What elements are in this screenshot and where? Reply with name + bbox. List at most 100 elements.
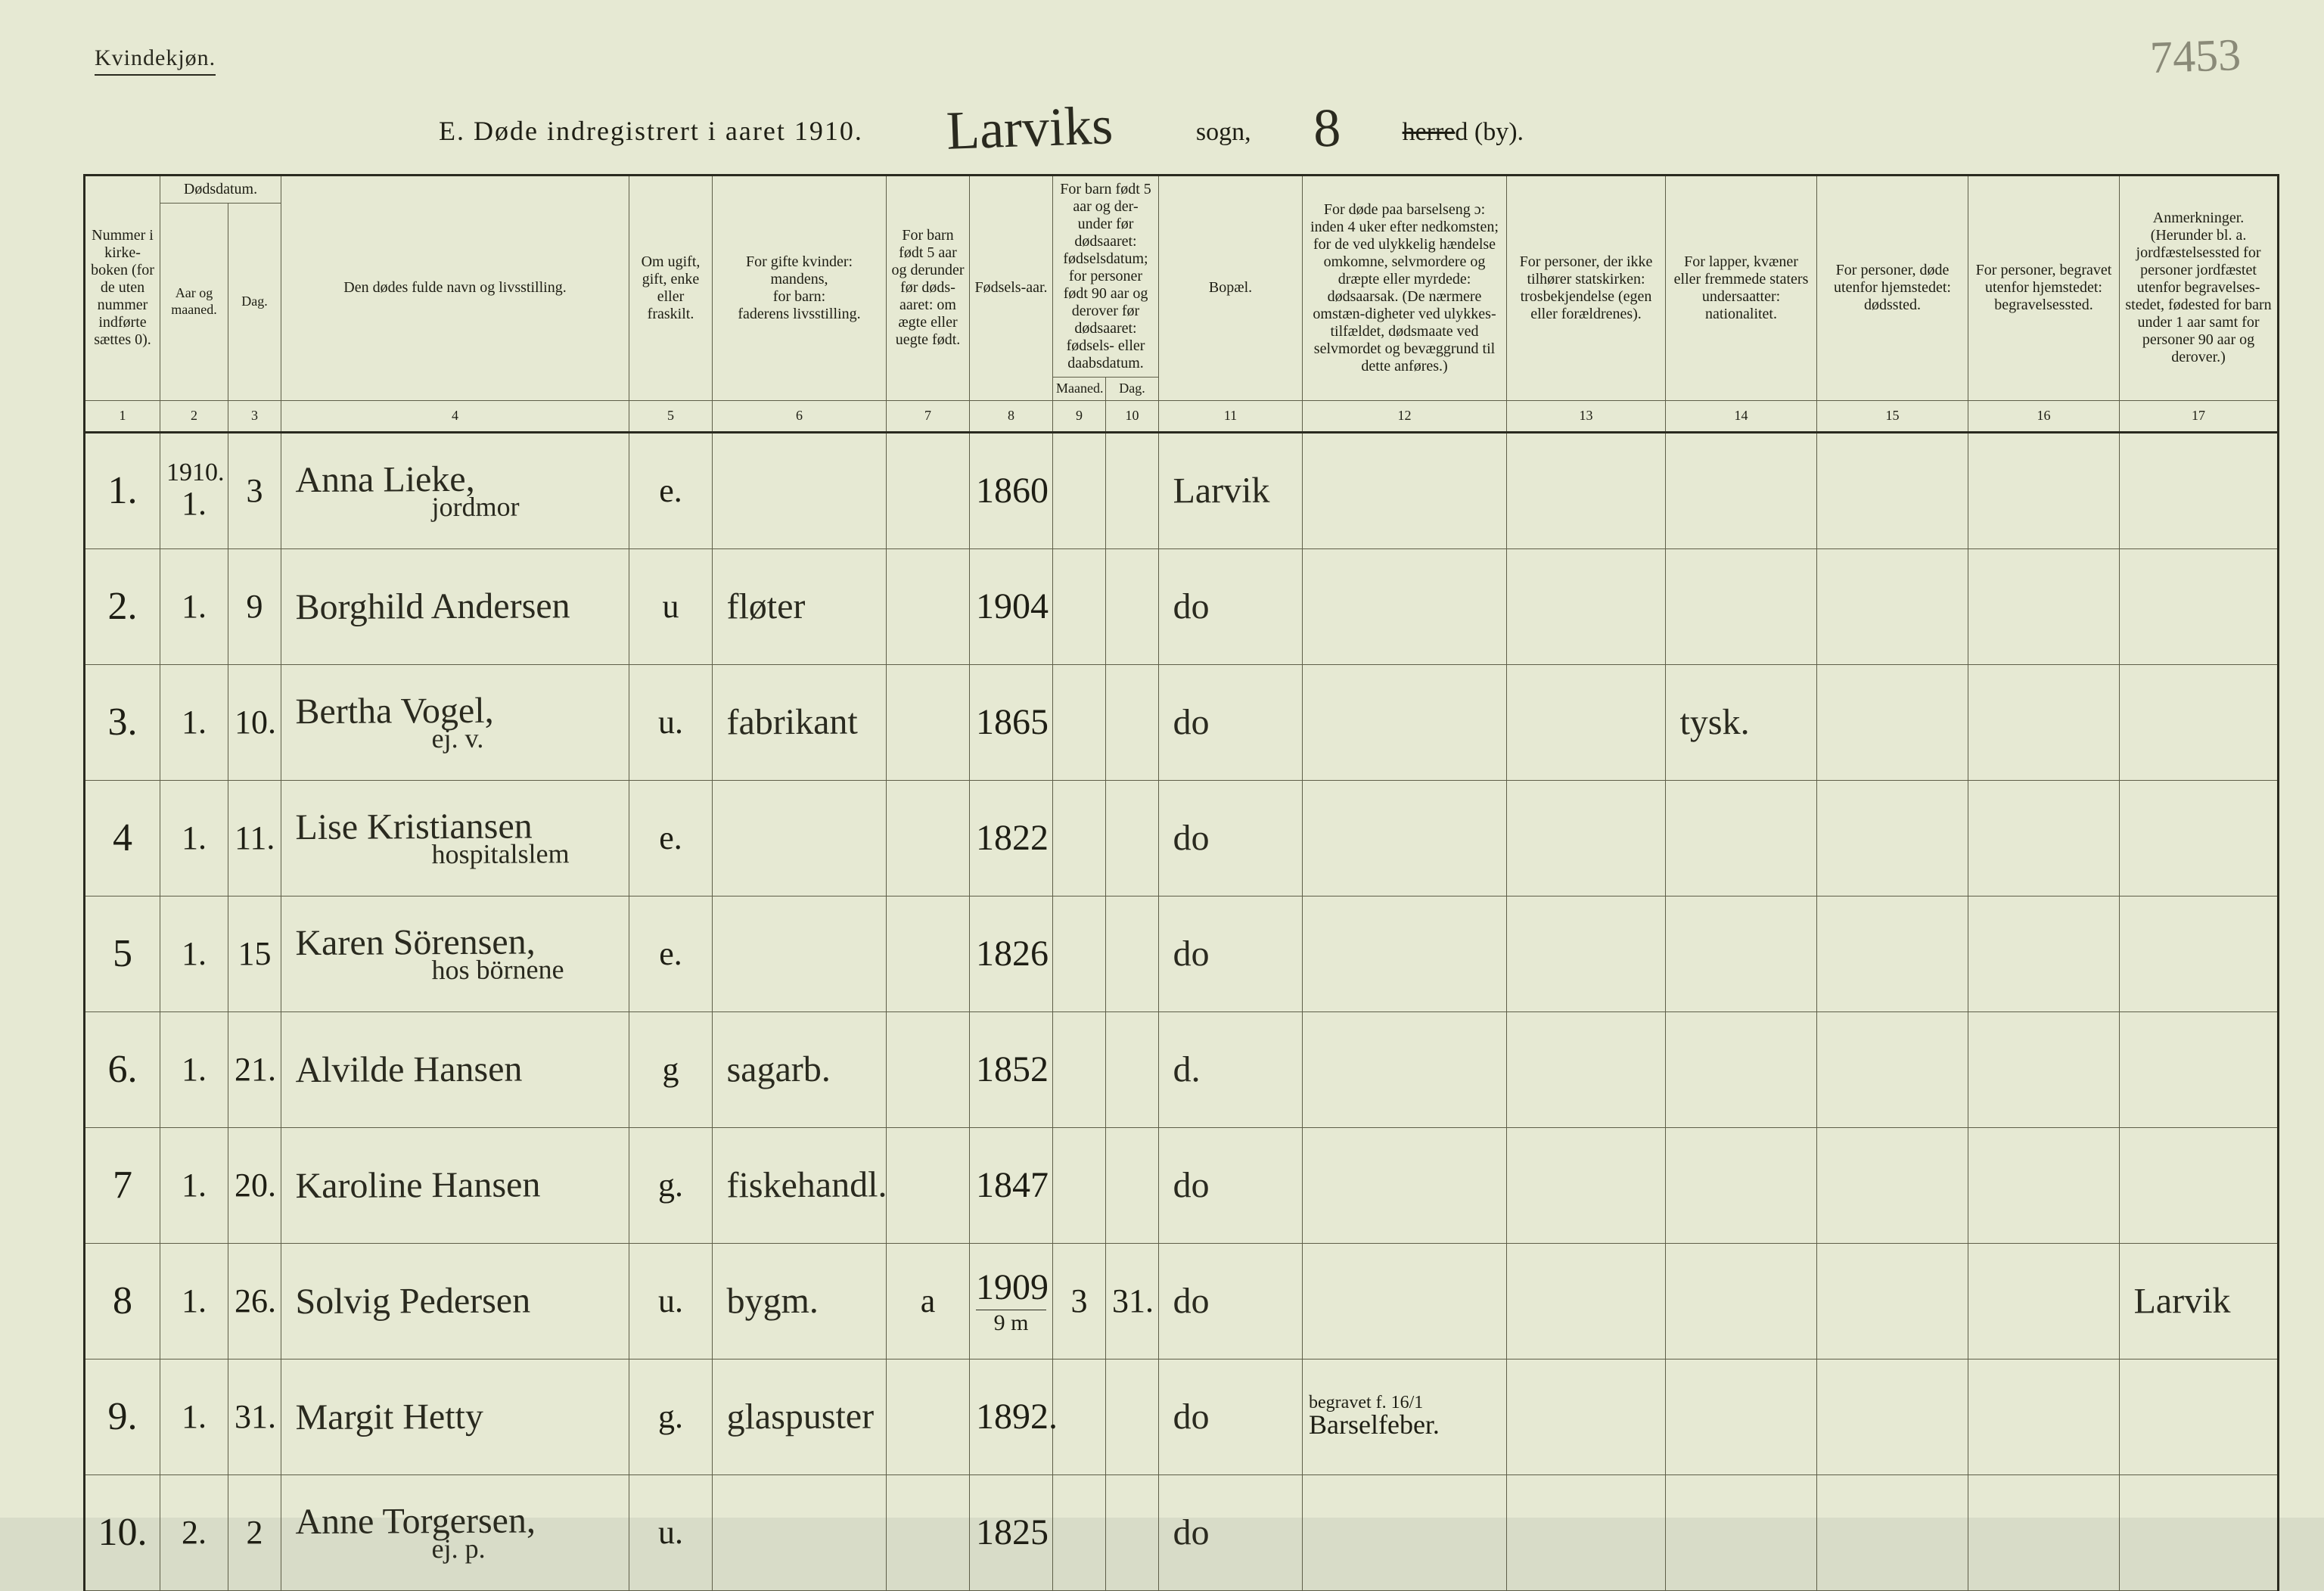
cell-day: 2 bbox=[228, 1474, 281, 1590]
cell-status: g. bbox=[629, 1359, 713, 1474]
cell-status: u bbox=[629, 548, 713, 664]
cell-name-main: Karoline Hansen bbox=[295, 1164, 540, 1206]
cell-birth-month bbox=[1053, 1474, 1106, 1590]
cell-birth-month bbox=[1053, 1359, 1106, 1474]
cell-birth-month bbox=[1053, 780, 1106, 896]
cell-burial-place bbox=[1968, 1474, 2120, 1591]
cell-cause bbox=[1303, 896, 1507, 1011]
col-11-header: Bopæl. bbox=[1159, 176, 1303, 401]
cell-birthyear: 1904 bbox=[970, 548, 1053, 664]
cell-birth-day: 31. bbox=[1106, 1243, 1159, 1359]
cell-faith bbox=[1506, 1359, 1666, 1475]
cell-birthyear-main: 1909 bbox=[976, 1267, 1049, 1307]
cell-legit bbox=[887, 780, 970, 896]
cell-name-main: Margit Hetty bbox=[295, 1396, 483, 1437]
cell-burial-place bbox=[1968, 548, 2120, 665]
cell-legit bbox=[887, 548, 970, 664]
cell-name: Karen Sörensen,hos börnene bbox=[281, 895, 629, 1012]
cell-faith bbox=[1506, 1474, 1666, 1591]
cell-birth-month bbox=[1053, 432, 1106, 548]
cell-day: 20. bbox=[228, 1127, 281, 1243]
cell-birth-day bbox=[1106, 1011, 1159, 1127]
cell-birth-day bbox=[1106, 1359, 1159, 1474]
cell-nationality bbox=[1665, 432, 1817, 549]
cell-cause bbox=[1303, 1243, 1507, 1359]
cell-faith bbox=[1506, 896, 1666, 1012]
cell-day: 9 bbox=[228, 548, 281, 664]
col-9-group-header: For barn født 5 aar og der-under før død… bbox=[1053, 176, 1159, 378]
cell-death-place bbox=[1816, 1359, 1968, 1475]
cell-residence: do bbox=[1158, 548, 1303, 665]
cell-month: 1. bbox=[160, 1243, 228, 1359]
cell-occupation: glaspuster bbox=[712, 1358, 887, 1474]
cell-occupation bbox=[712, 1474, 887, 1590]
table-row: 81.26.Solvig Pedersenu.bygm.a19099 m331.… bbox=[85, 1243, 2279, 1359]
cell-cause bbox=[1303, 664, 1507, 780]
table-row: 41.11.Lise Kristiansenhospitalsleme.1822… bbox=[85, 780, 2279, 896]
cell-cause bbox=[1303, 548, 1507, 664]
cell-name: Anna Lieke,jordmor bbox=[281, 431, 629, 549]
cell-birth-month: 3 bbox=[1053, 1243, 1106, 1359]
col-2-header: Aar og maaned. bbox=[160, 204, 228, 401]
cell-index: 4 bbox=[85, 780, 160, 896]
cell-remarks bbox=[2119, 780, 2279, 896]
district-handwritten: 8 bbox=[1280, 95, 1373, 161]
title-year-suffix: 0 bbox=[840, 116, 855, 146]
colnum-8: 8 bbox=[970, 400, 1053, 432]
cell-month: 1. bbox=[160, 664, 228, 780]
colnum-9: 9 bbox=[1053, 400, 1106, 432]
title-prefix: E. Døde indregistrert i aaret 191 bbox=[439, 116, 840, 146]
cell-residence: do bbox=[1158, 780, 1303, 896]
cell-occupation bbox=[712, 431, 887, 548]
table-row: 71.20.Karoline Hanseng.fiskehandl.1847do bbox=[85, 1127, 2279, 1243]
cell-birthyear-sub: 9 m bbox=[976, 1310, 1046, 1336]
cell-month: 2. bbox=[160, 1474, 228, 1590]
col-dodsdatum-header: Dødsdatum. bbox=[160, 176, 281, 204]
cell-index: 10. bbox=[85, 1474, 160, 1590]
cell-birthyear: 1892. bbox=[970, 1359, 1053, 1474]
cell-month: 1. bbox=[160, 1011, 228, 1127]
col-1-header: Nummer i kirke-boken (for de uten nummer… bbox=[85, 176, 160, 401]
cell-legit bbox=[887, 1011, 970, 1127]
title-row: E. Døde indregistrert i aaret 1910. Larv… bbox=[83, 91, 2241, 154]
cell-residence: do bbox=[1158, 1243, 1303, 1359]
cell-status: e. bbox=[629, 780, 713, 896]
cell-name: Lise Kristiansenhospitalslem bbox=[281, 779, 629, 896]
header-group-row: Nummer i kirke-boken (for de uten nummer… bbox=[85, 176, 2279, 204]
colnum-5: 5 bbox=[629, 400, 713, 432]
cell-death-place bbox=[1816, 896, 1968, 1012]
cell-birth-month bbox=[1053, 664, 1106, 780]
cell-birth-month bbox=[1053, 896, 1106, 1011]
cell-remarks: Larvik bbox=[2119, 1243, 2279, 1359]
cell-cause bbox=[1303, 1474, 1507, 1590]
cell-day: 26. bbox=[228, 1243, 281, 1359]
cell-status: e. bbox=[629, 432, 713, 548]
cell-nationality bbox=[1665, 1011, 1817, 1128]
ledger-table: Nummer i kirke-boken (for de uten nummer… bbox=[83, 174, 2279, 1591]
cell-legit: a bbox=[887, 1243, 970, 1359]
colnum-4: 4 bbox=[281, 400, 629, 432]
cell-birthyear: 1909 9 m bbox=[970, 1243, 1053, 1359]
cell-occupation: sagarb. bbox=[712, 1011, 887, 1127]
cell-status: u. bbox=[629, 1243, 713, 1359]
table-row: 3.1.10.Bertha Vogel,ej. v.u.fabrikant186… bbox=[85, 664, 2279, 780]
header-numbers-row: 1 2 3 4 5 6 7 8 9 10 11 12 13 14 15 16 1 bbox=[85, 400, 2279, 432]
cell-index: 6. bbox=[85, 1011, 160, 1127]
cell-occupation: fiskehandl. bbox=[712, 1126, 887, 1243]
cell-birthyear-main: 1852 bbox=[976, 1049, 1049, 1089]
col-7-header: For barn født 5 aar og derunder før døds… bbox=[887, 176, 970, 401]
cell-burial-place bbox=[1968, 1243, 2120, 1359]
cell-legit bbox=[887, 896, 970, 1011]
cell-residence: Larvik bbox=[1158, 432, 1303, 549]
colnum-1: 1 bbox=[85, 400, 160, 432]
cell-month: 1. bbox=[160, 1359, 228, 1474]
cell-birth-day bbox=[1106, 1474, 1159, 1590]
cell-death-place bbox=[1816, 780, 1968, 896]
cell-birthyear-main: 1865 bbox=[976, 702, 1049, 742]
cell-nationality bbox=[1665, 1359, 1817, 1475]
cell-death-place bbox=[1816, 432, 1968, 549]
cell-month: 1. bbox=[160, 780, 228, 896]
cell-index: 3. bbox=[85, 664, 160, 780]
cell-cause bbox=[1303, 1011, 1507, 1127]
cell-birth-month bbox=[1053, 1127, 1106, 1243]
